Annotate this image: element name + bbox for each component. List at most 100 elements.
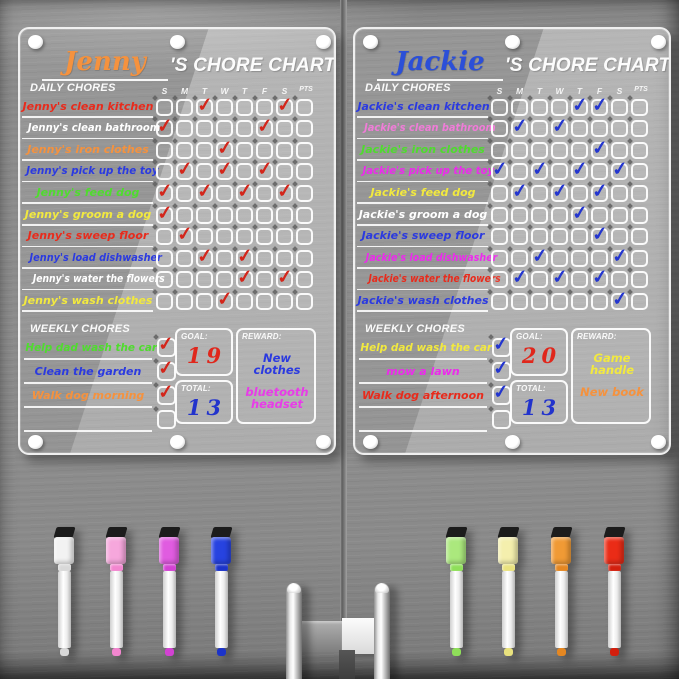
grid-cell (511, 228, 528, 246)
chore-underline (22, 137, 153, 140)
grid-cell (631, 163, 648, 181)
grid-cell (196, 271, 213, 289)
weekly-checkbox: ✓ (157, 332, 176, 357)
check-mark-icon: ✓ (156, 332, 176, 356)
grid-cell: ✓ (491, 158, 509, 182)
goal-value: 20 (521, 343, 562, 368)
weekly-checkbox (492, 410, 511, 429)
screw-magnet (363, 35, 378, 49)
grid-cell (236, 228, 253, 246)
daily-chores-label: DAILY CHORES (365, 82, 451, 94)
daily-chore-label: Jackie's iron clothes (361, 142, 485, 156)
grid-cell (276, 292, 293, 310)
weekly-chore-label: Help dad wash the car (360, 340, 493, 354)
grid-cell: ✓ (531, 244, 549, 268)
grid-cell (571, 141, 588, 159)
chore-underline (357, 116, 488, 118)
grid-cell (256, 228, 273, 246)
marker-ring (607, 564, 621, 571)
grid-cell: ✓ (196, 244, 214, 268)
day-header: W (555, 86, 564, 96)
weekly-chores-label: WEEKLY CHORES (365, 323, 466, 335)
check-mark-icon: ✓ (155, 200, 175, 225)
grid-cell (511, 292, 528, 310)
grid-cell (491, 141, 508, 159)
grid-cell (196, 163, 213, 181)
grid-cell (176, 184, 193, 202)
grid-cell (571, 271, 588, 289)
grid-cell (531, 120, 548, 138)
grid-cell (296, 141, 313, 159)
grid-cell (196, 228, 213, 246)
check-mark-icon: ✓ (155, 114, 175, 138)
check-mark-icon: ✓ (195, 243, 215, 268)
grid-cell (551, 141, 568, 159)
grid-cell (156, 292, 173, 310)
day-header: F (261, 86, 268, 96)
grid-cell (591, 292, 608, 310)
grid-cell (216, 184, 233, 202)
marker-cap (211, 537, 231, 564)
screw-magnet (505, 435, 520, 449)
chart-name: Jenny (64, 47, 146, 77)
grid-cell (156, 141, 173, 159)
check-mark-icon: ✓ (570, 92, 590, 117)
grid-cell (631, 98, 648, 116)
chore-underline (24, 406, 152, 408)
day-header: T (536, 86, 543, 96)
reward-text: New clothes (253, 351, 301, 378)
reward-text: New book (580, 385, 644, 399)
grid-cell (631, 141, 648, 159)
daily-chore-label: Jenny's load dishwasher (29, 250, 162, 264)
grid-cell (156, 228, 173, 246)
grid-cell (631, 228, 648, 246)
marker-barrel (214, 571, 228, 648)
day-header: PTS (299, 86, 313, 93)
grid-cell (256, 249, 273, 267)
day-header: F (596, 86, 603, 96)
grid-cell: ✓ (551, 114, 569, 138)
marker-tip (609, 648, 619, 656)
handle-bracket-right (342, 618, 375, 654)
grid-cell: ✓ (256, 158, 274, 182)
chore-underline (357, 137, 488, 140)
day-header: S (161, 86, 168, 96)
total-label: TOTAL: (181, 384, 211, 393)
grid-cell (631, 271, 648, 289)
grid-cell (491, 206, 508, 224)
check-mark-icon: ✓ (530, 243, 550, 268)
chore-chart-panel: Jenny 'S CHORE CHART DAILY CHORES S M T W T F S PT… (18, 27, 336, 455)
grid-cell (611, 228, 628, 246)
grid-cell (256, 292, 273, 310)
grid-cell (256, 141, 273, 159)
marker-tip (111, 648, 121, 656)
fridge-door-seam (340, 0, 347, 679)
name-underline (377, 79, 503, 81)
grid-cell (611, 141, 628, 159)
grid-cell: ✓ (551, 266, 569, 290)
grid-cell: ✓ (156, 201, 174, 225)
goal-value: 19 (186, 343, 227, 368)
check-mark-icon: ✓ (195, 92, 215, 117)
grid-cell: ✓ (591, 266, 609, 290)
check-mark-icon: ✓ (235, 179, 255, 203)
chore-underline (357, 288, 488, 291)
grid-cell: ✓ (156, 114, 174, 138)
grid-cell: ✓ (236, 179, 254, 203)
daily-chore-label: Jenny's groom a dog (24, 207, 152, 221)
marker-ring (57, 564, 71, 571)
grid-cell: ✓ (611, 287, 629, 311)
screw-magnet (28, 435, 43, 449)
grid-cell (531, 141, 548, 159)
grid-cell (591, 120, 608, 138)
daily-chore-label: Jenny's pick up the toy (26, 164, 159, 178)
marker-cap (54, 537, 74, 564)
marker-pen-pink (105, 527, 128, 657)
grid-cell (571, 120, 588, 138)
marker-ring (109, 564, 123, 571)
grid-cell: ✓ (176, 158, 194, 182)
grid-cell (216, 249, 233, 267)
chore-underline (22, 180, 153, 183)
grid-cell: ✓ (256, 114, 274, 138)
